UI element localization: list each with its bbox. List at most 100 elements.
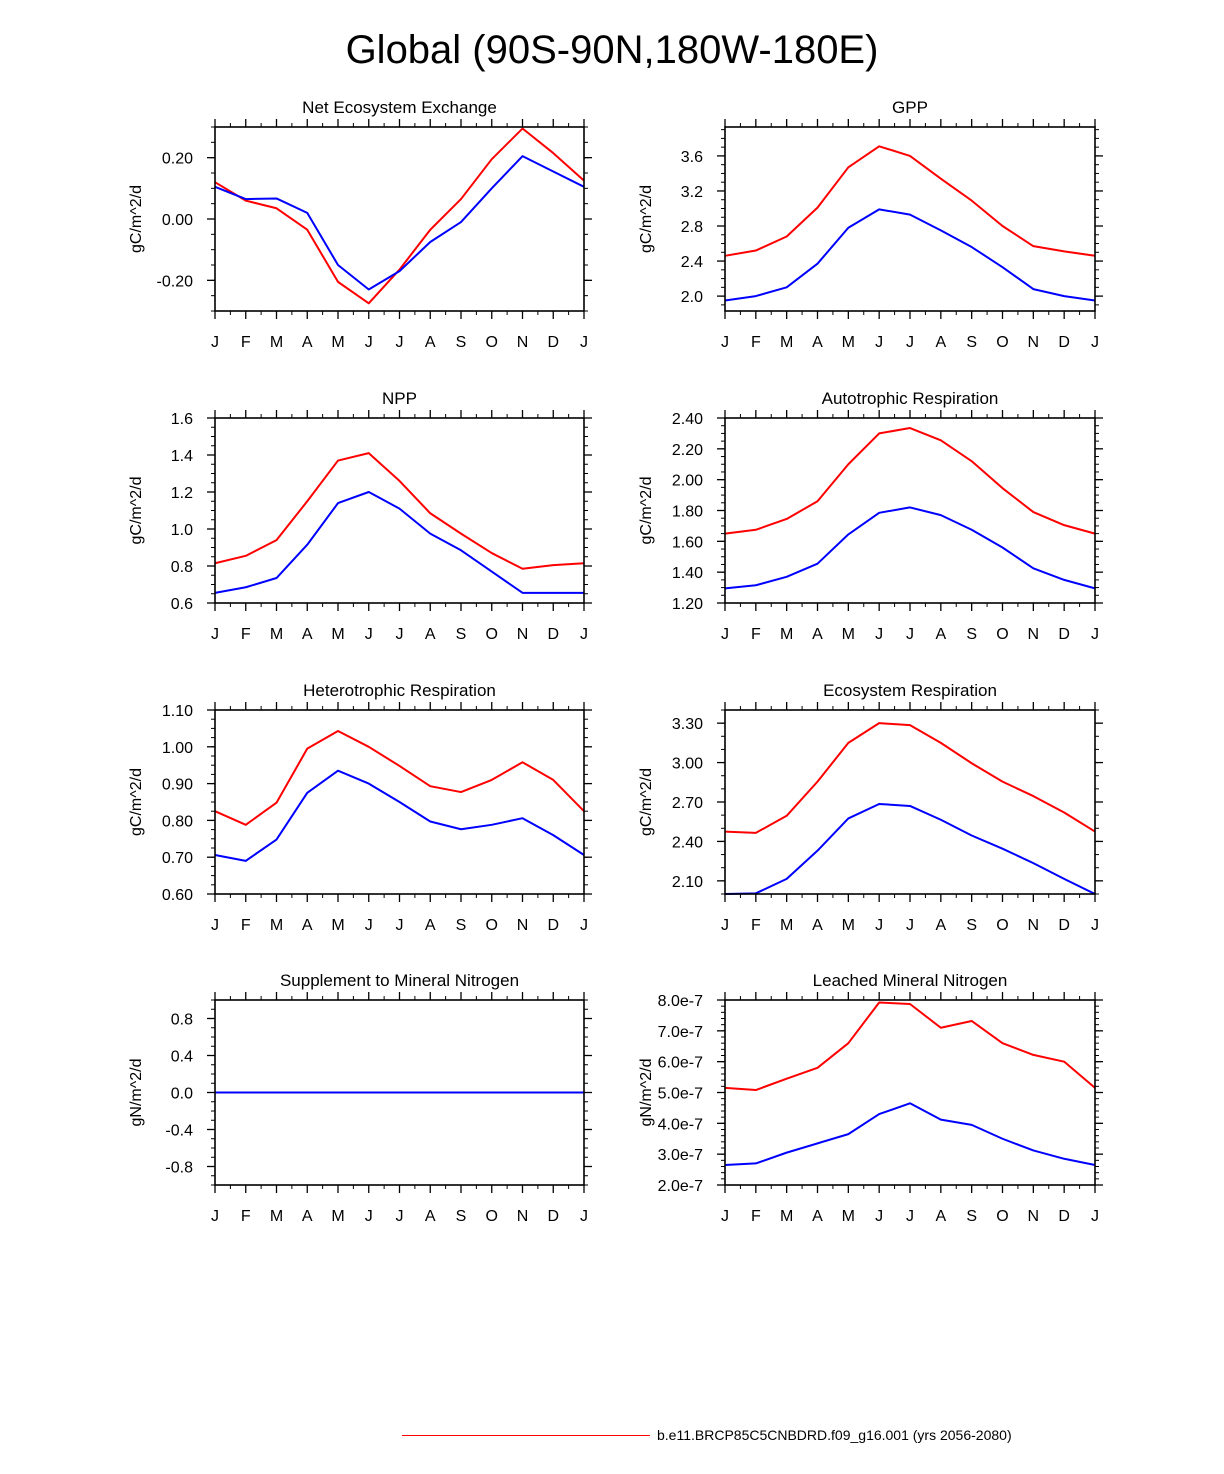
series-line-red [214,729,585,826]
x-tick-label: S [456,626,467,643]
x-tick-label: J [1091,626,1099,643]
x-tick-label: S [966,334,977,351]
x-tick-label: F [241,334,251,351]
y-tick-label: 1.4 [171,448,193,465]
x-tick-label: J [211,1208,219,1225]
y-tick-label: 0.6 [171,596,193,613]
x-tick-label: D [1058,334,1070,351]
x-tick-label: J [580,334,588,351]
y-tick-label: 0.90 [162,777,193,794]
y-tick-label: 4.0e-7 [658,1116,703,1133]
y-tick-label: -0.8 [165,1160,193,1177]
x-tick-label: J [365,626,373,643]
series-line-red [724,145,1096,257]
x-tick-label: J [580,917,588,934]
x-tick-label: J [396,334,404,351]
x-tick-label: M [270,917,283,934]
y-tick-label: 2.4 [681,254,703,271]
x-tick-label: J [906,626,914,643]
x-tick-label: A [302,626,313,643]
x-tick-label: J [875,334,883,351]
series-line-red [724,427,1096,535]
series-line-blue [724,506,1096,590]
x-tick-label: N [1028,626,1040,643]
series-line-blue [214,769,585,862]
x-tick-label: M [780,917,793,934]
x-tick-label: J [721,334,729,351]
y-tick-label: 1.40 [672,565,703,582]
chart-title: Ecosystem Respiration [823,681,997,700]
y-tick-label: 0.70 [162,850,193,867]
x-tick-label: J [580,626,588,643]
y-tick-label: 3.0e-7 [658,1147,703,1164]
x-tick-label: D [1058,1208,1070,1225]
x-tick-label: F [241,1208,251,1225]
x-tick-label: N [1028,334,1040,351]
x-tick-label: J [580,1208,588,1225]
y-tick-label: 8.0e-7 [658,993,703,1010]
x-tick-label: O [996,626,1008,643]
x-tick-label: D [547,334,559,351]
y-tick-label: 5.0e-7 [658,1086,703,1103]
x-tick-label: J [365,917,373,934]
legend-line-swatch [402,1435,650,1436]
plot-frame [724,999,1096,1186]
x-tick-label: J [721,917,729,934]
x-tick-label: M [842,626,855,643]
chart-title: GPP [892,98,928,117]
chart-title: NPP [382,389,417,408]
x-tick-label: N [517,1208,529,1225]
x-tick-label: J [396,1208,404,1225]
x-tick-label: D [547,626,559,643]
x-tick-label: J [875,1208,883,1225]
chart-panel-1: J F M A M J J A S O N D J -0.20 0.00 0.20 Net Ecosystem … [128,98,592,351]
y-tick-label: 2.70 [672,795,703,812]
y-tick-label: 2.40 [672,834,703,851]
x-tick-label: O [486,1208,498,1225]
y-axis-label: gC/m^2/d [638,185,655,253]
x-tick-label: F [241,626,251,643]
y-tick-label: 3.2 [681,184,703,201]
x-tick-label: M [270,1208,283,1225]
x-tick-label: O [996,334,1008,351]
plot-frame [214,126,585,312]
y-tick-label: 0.80 [162,813,193,830]
x-tick-label: D [547,917,559,934]
x-tick-label: J [875,626,883,643]
plot-frame [724,126,1096,312]
y-axis-label: gC/m^2/d [128,185,145,253]
series-line-blue [724,1102,1096,1166]
x-tick-label: M [842,334,855,351]
x-tick-label: F [751,917,761,934]
y-tick-label: -0.4 [165,1123,193,1140]
y-tick-label: 0.0 [171,1086,193,1103]
plot-frame [214,417,585,604]
x-tick-label: J [365,334,373,351]
x-tick-label: S [966,1208,977,1225]
x-tick-label: F [751,334,761,351]
x-tick-label: J [396,626,404,643]
x-tick-label: N [1028,1208,1040,1225]
chart-title: Supplement to Mineral Nitrogen [280,971,519,990]
plot-frame [724,417,1096,604]
y-axis-label: gN/m^2/d [638,1059,655,1127]
x-tick-label: M [270,626,283,643]
y-tick-label: -0.20 [157,273,194,290]
x-tick-label: A [812,626,823,643]
x-tick-label: A [425,917,436,934]
y-tick-label: 1.60 [672,534,703,551]
y-tick-label: 1.80 [672,504,703,521]
y-axis-label: gC/m^2/d [128,477,145,545]
y-tick-label: 1.10 [162,703,193,720]
chart-panel-3: J F M A M J J A S O N D J 0.6 0.8 1.0 1.2 1.4 1.6 NPP gC/m^2… [128,389,592,643]
x-tick-label: F [241,917,251,934]
x-tick-label: M [842,1208,855,1225]
series-line-red [724,1001,1096,1092]
chart-panel-2: J F M A M J J A S O N D J 2.0 2.4 2.8 3.2 3.6 GPP gC/m^2/d [638,98,1103,351]
chart-title: Leached Mineral Nitrogen [813,971,1008,990]
y-tick-label: 2.00 [672,473,703,490]
x-tick-label: D [1058,917,1070,934]
x-tick-label: O [486,334,498,351]
x-tick-label: S [966,626,977,643]
x-tick-label: N [517,917,529,934]
